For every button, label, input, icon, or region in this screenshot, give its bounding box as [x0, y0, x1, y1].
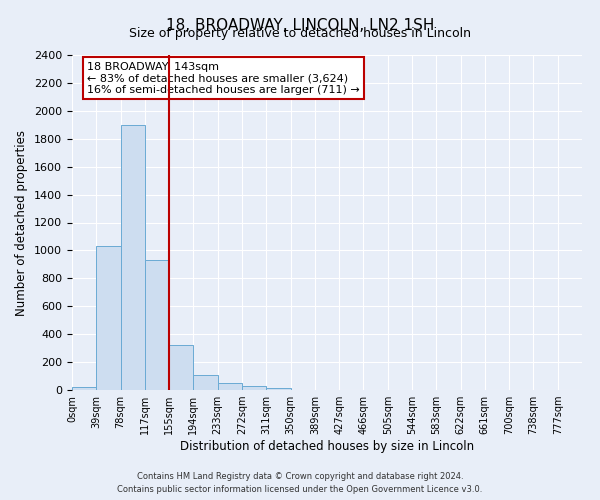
Bar — [145, 260, 169, 390]
Text: Size of property relative to detached houses in Lincoln: Size of property relative to detached ho… — [129, 28, 471, 40]
Text: 18 BROADWAY: 143sqm
← 83% of detached houses are smaller (3,624)
16% of semi-det: 18 BROADWAY: 143sqm ← 83% of detached ho… — [88, 62, 360, 95]
Bar — [121, 125, 145, 390]
Bar — [72, 386, 96, 390]
Bar — [169, 346, 193, 390]
Bar — [193, 376, 218, 390]
Bar — [242, 386, 266, 390]
Bar — [96, 246, 121, 390]
Bar — [266, 388, 290, 390]
X-axis label: Distribution of detached houses by size in Lincoln: Distribution of detached houses by size … — [180, 440, 474, 453]
Text: Contains HM Land Registry data © Crown copyright and database right 2024.
Contai: Contains HM Land Registry data © Crown c… — [118, 472, 482, 494]
Text: 18, BROADWAY, LINCOLN, LN2 1SH: 18, BROADWAY, LINCOLN, LN2 1SH — [166, 18, 434, 32]
Bar — [218, 383, 242, 390]
Y-axis label: Number of detached properties: Number of detached properties — [16, 130, 28, 316]
